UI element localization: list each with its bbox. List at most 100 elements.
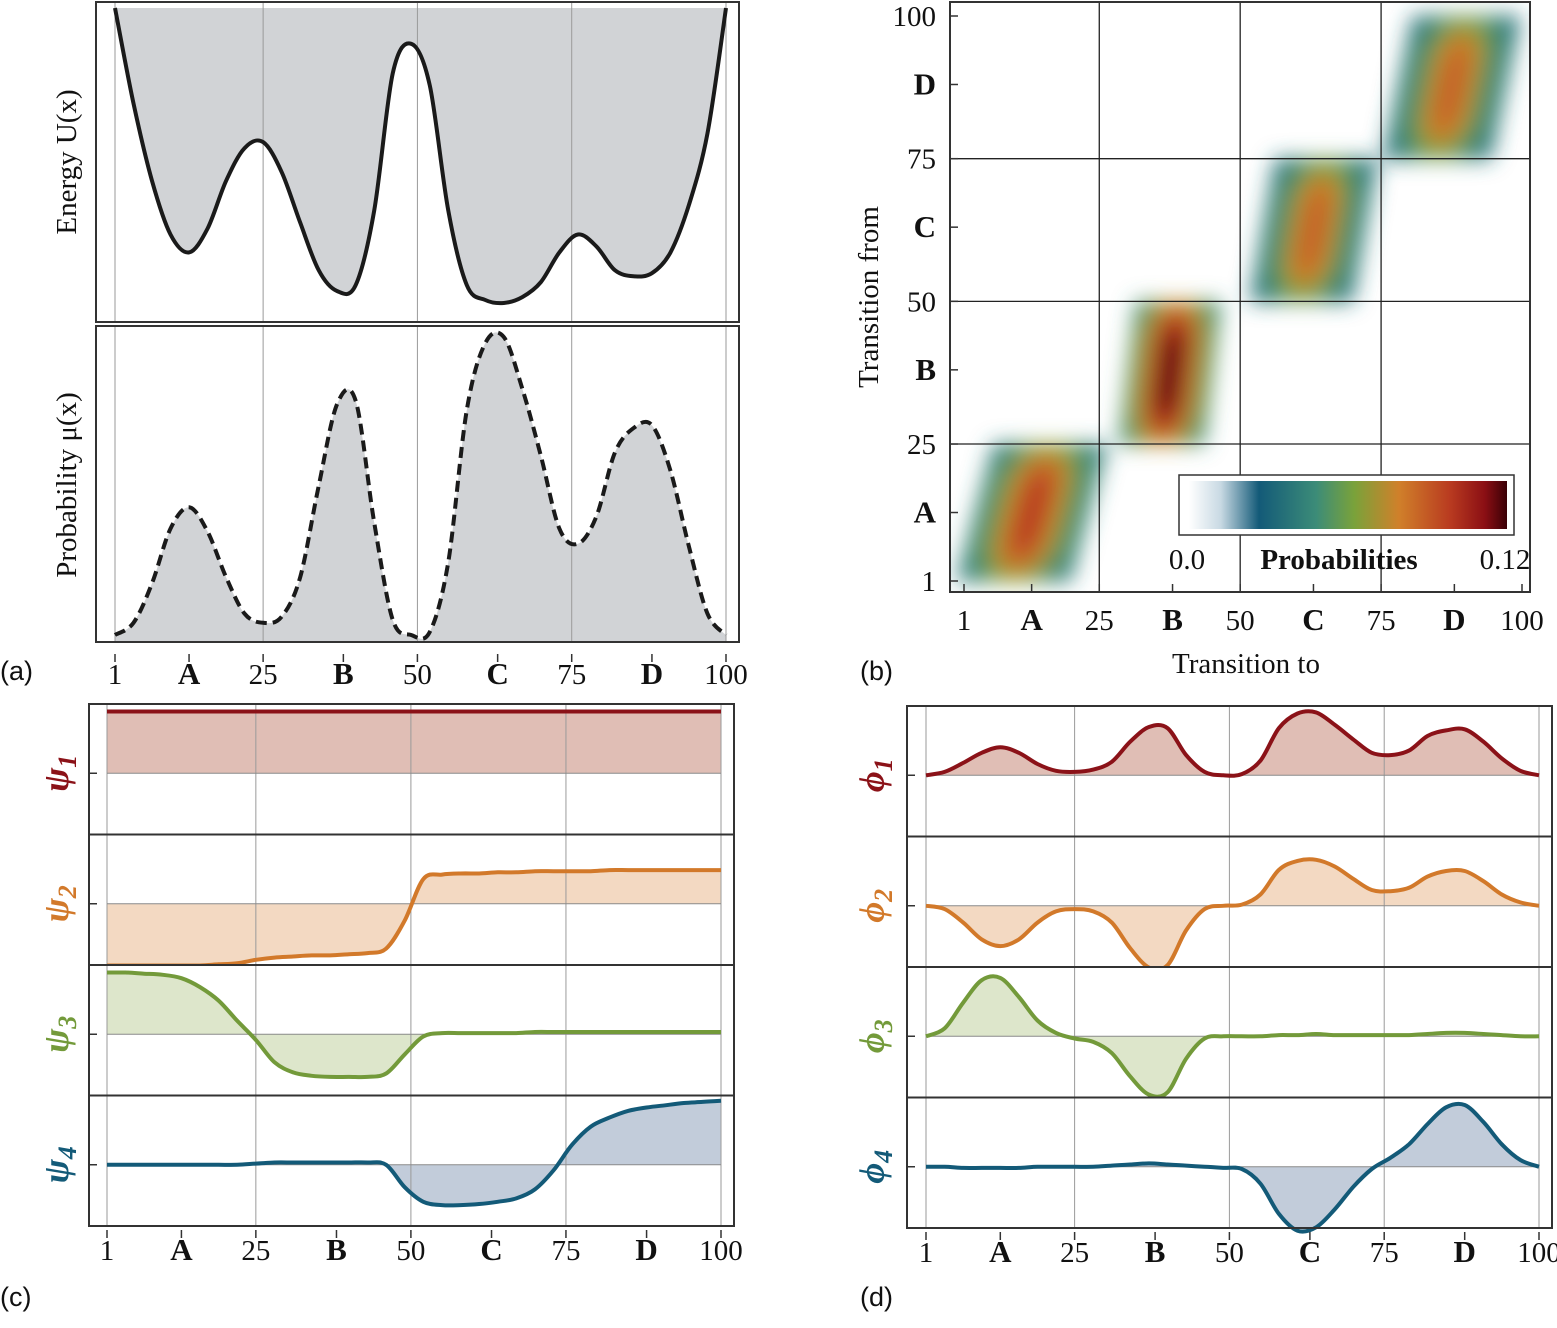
heatmap-ytick-label: 1 (922, 566, 937, 598)
heatmap-cell (1307, 164, 1317, 171)
heatmap-cell (1430, 16, 1440, 23)
heatmap-cell (1180, 339, 1188, 346)
heatmap-cell (1193, 411, 1201, 418)
heatmap-cell (1294, 191, 1304, 198)
heatmap-cell (1065, 559, 1075, 566)
heatmap-cell (1484, 54, 1495, 61)
heatmap-cell (1423, 92, 1433, 99)
heatmap-cell (1430, 98, 1441, 105)
heatmap-cell (1139, 383, 1148, 390)
heatmap-cell (1188, 334, 1196, 341)
heatmap-cell (1482, 21, 1493, 28)
heatmap-cell (1173, 339, 1181, 346)
heatmap-cell (1261, 235, 1271, 242)
heatmap-cell (1036, 528, 1046, 535)
heatmap-cell (1196, 323, 1204, 330)
heatmap-cell (1211, 317, 1219, 324)
heatmap-cell (1334, 202, 1344, 209)
heatmap-cell (1211, 312, 1220, 319)
heatmap-cell (1058, 549, 1069, 556)
energy-frame (95, 1, 740, 323)
heatmap-cell (1476, 92, 1487, 99)
heatmap-cell (1441, 131, 1452, 138)
heatmap-cell (1033, 470, 1043, 477)
heatmap-cell (981, 523, 992, 529)
heatmap-cell (1357, 169, 1367, 176)
heatmap-cell (1427, 114, 1437, 121)
heatmap-cell (1319, 191, 1329, 198)
heatmap-cell (1152, 394, 1161, 401)
heatmap-cell (1032, 575, 1043, 582)
heatmap-cell (1310, 246, 1320, 253)
heatmap-cell (966, 544, 976, 550)
heatmap-cell (1050, 475, 1061, 482)
heatmap-cell (1361, 197, 1371, 204)
heatmap-cell (1334, 158, 1344, 165)
heatmap-cell (1393, 147, 1404, 154)
heatmap-cell (1474, 103, 1484, 110)
heatmap-cell (1160, 389, 1168, 396)
heatmap-cell (1156, 361, 1165, 368)
heatmap-cell (1284, 202, 1294, 209)
heatmap-cell (1446, 65, 1457, 72)
heatmap-cell (1436, 27, 1447, 34)
heatmap-cell (1038, 554, 1049, 561)
heatmap-cell (1069, 544, 1080, 550)
heatmap-cell (1145, 400, 1153, 407)
heatmap-cell (1269, 284, 1279, 291)
heatmap-cell (1133, 438, 1141, 445)
heatmap-cell (1423, 48, 1433, 55)
heatmap-xtick-label: B (1162, 602, 1183, 637)
heatmap-cell (1306, 268, 1316, 275)
a-tick-label: 25 (249, 659, 278, 691)
heatmap-cell (1061, 538, 1072, 545)
heatmap-cell (1034, 533, 1045, 540)
heatmap-cell (1418, 70, 1429, 77)
heatmap-cell (1475, 98, 1485, 105)
heatmap-cell (1341, 213, 1351, 220)
heatmap-cell (1411, 65, 1421, 72)
heatmap-cell (1280, 268, 1290, 275)
heatmap-cell (1322, 175, 1332, 182)
heatmap-cell (1123, 405, 1131, 412)
heatmap-cell (1182, 323, 1190, 330)
psi-subplot-4: ψ4 (36, 1094, 735, 1227)
heatmap-cell (1287, 186, 1297, 193)
heatmap-cell (1150, 416, 1158, 423)
phi-label-1: ϕ1 (852, 758, 898, 792)
heatmap-cell (1469, 43, 1479, 50)
heatmap-cell (1023, 538, 1034, 545)
heatmap-cell (985, 575, 996, 582)
heatmap-cell (1400, 114, 1411, 121)
heatmap-cell (961, 559, 972, 566)
heatmap-cell (1149, 301, 1158, 308)
heatmap-cell (1356, 175, 1366, 182)
heatmap-cell (1193, 350, 1201, 357)
heatmap-cell (1071, 502, 1082, 508)
heatmap-cell (1159, 339, 1167, 346)
c-tick-label: 100 (699, 1235, 743, 1267)
heatmap-cell (1357, 219, 1367, 226)
heatmap-cell (1041, 544, 1052, 550)
heatmap-cell (1051, 538, 1062, 545)
heatmap-cell (1502, 54, 1512, 61)
heatmap-cell (1133, 323, 1141, 330)
heatmap-cell (1012, 475, 1023, 482)
heatmap-cell (1000, 554, 1011, 561)
heatmap-cell (1159, 400, 1167, 407)
heatmap-cell (1001, 480, 1012, 487)
heatmap-cell (1311, 191, 1321, 198)
heatmap-cell (1434, 81, 1444, 88)
heatmap-cell (1133, 378, 1142, 385)
heatmap-cell (1478, 125, 1489, 132)
heatmap-axes: 11 A A 25 25 B B 50 50 C C 75 75 D D 100 100 (893, 1, 1544, 637)
heatmap-cell (1472, 70, 1482, 77)
heatmap-cell (1319, 290, 1329, 297)
heatmap-cell (1037, 454, 1048, 461)
heatmap-cell (1192, 356, 1201, 363)
heatmap-cell (1296, 273, 1306, 280)
heatmap-cell (1402, 147, 1413, 154)
heatmap-cell (1343, 202, 1353, 209)
heatmap-cell (1259, 246, 1269, 253)
heatmap-cell (1435, 32, 1446, 39)
